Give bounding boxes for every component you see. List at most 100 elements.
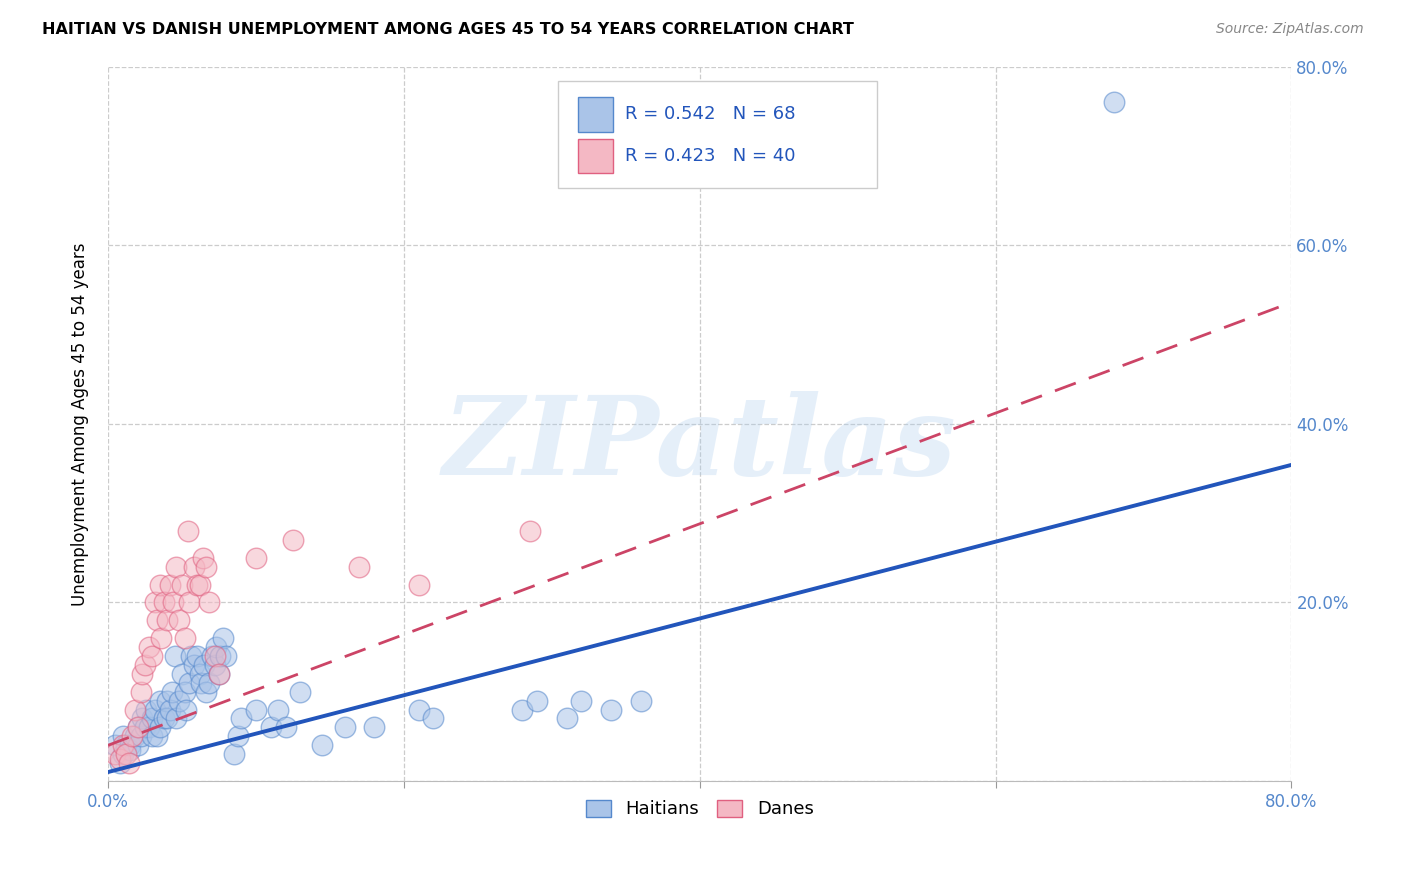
Point xyxy=(526,693,548,707)
Point xyxy=(149,577,172,591)
Point xyxy=(124,702,146,716)
Point xyxy=(138,720,160,734)
Point xyxy=(179,595,201,609)
Point xyxy=(160,684,183,698)
Point xyxy=(186,648,208,663)
Point xyxy=(141,729,163,743)
Point xyxy=(290,684,312,698)
Point xyxy=(208,666,231,681)
Point xyxy=(231,711,253,725)
Point xyxy=(124,729,146,743)
FancyBboxPatch shape xyxy=(558,81,877,188)
Point xyxy=(630,693,652,707)
Point xyxy=(153,595,176,609)
Point xyxy=(138,640,160,654)
Point xyxy=(114,747,136,762)
Point xyxy=(197,675,219,690)
Point xyxy=(162,595,184,609)
Point xyxy=(191,550,214,565)
Point xyxy=(108,752,131,766)
Point xyxy=(194,559,217,574)
Point xyxy=(208,666,231,681)
Point xyxy=(127,720,149,734)
Point xyxy=(245,550,267,565)
Point xyxy=(177,524,200,538)
Point xyxy=(170,666,193,681)
Legend: Haitians, Danes: Haitians, Danes xyxy=(578,792,821,826)
Point xyxy=(156,711,179,725)
Point xyxy=(183,559,205,574)
Point xyxy=(205,640,228,654)
Point xyxy=(114,739,136,753)
Point xyxy=(104,739,127,753)
Point xyxy=(183,657,205,672)
Point xyxy=(131,711,153,725)
Point xyxy=(260,720,283,734)
Point xyxy=(165,711,187,725)
Bar xyxy=(578,97,613,132)
Point xyxy=(197,595,219,609)
Point xyxy=(569,693,592,707)
Point xyxy=(134,657,156,672)
Point xyxy=(146,729,169,743)
Bar xyxy=(578,139,613,173)
Point xyxy=(104,747,127,762)
Point xyxy=(200,648,222,663)
Point xyxy=(209,648,232,663)
Point xyxy=(193,657,215,672)
Point xyxy=(519,524,541,538)
Text: ZIPatlas: ZIPatlas xyxy=(443,392,956,499)
Point xyxy=(111,747,134,762)
Point xyxy=(555,711,578,725)
Point xyxy=(408,702,430,716)
Point xyxy=(245,702,267,716)
Point xyxy=(141,648,163,663)
Point xyxy=(204,657,226,672)
Point xyxy=(146,613,169,627)
Point xyxy=(118,756,141,771)
Point xyxy=(153,711,176,725)
Point xyxy=(194,684,217,698)
Point xyxy=(108,756,131,771)
Y-axis label: Unemployment Among Ages 45 to 54 years: Unemployment Among Ages 45 to 54 years xyxy=(72,242,89,606)
Point xyxy=(1102,95,1125,110)
Point xyxy=(149,693,172,707)
Point xyxy=(188,577,211,591)
Point xyxy=(129,729,152,743)
Point xyxy=(127,739,149,753)
Point xyxy=(174,631,197,645)
Point xyxy=(267,702,290,716)
Point xyxy=(141,711,163,725)
Point xyxy=(510,702,533,716)
Point xyxy=(159,702,181,716)
Point xyxy=(120,739,142,753)
Point xyxy=(159,577,181,591)
Point xyxy=(349,559,371,574)
Point xyxy=(167,613,190,627)
Point xyxy=(111,739,134,753)
Point xyxy=(129,684,152,698)
Point xyxy=(120,743,142,757)
Point xyxy=(143,595,166,609)
Point xyxy=(111,729,134,743)
Text: Source: ZipAtlas.com: Source: ZipAtlas.com xyxy=(1216,22,1364,37)
Point xyxy=(176,702,198,716)
Point xyxy=(134,720,156,734)
Point xyxy=(174,684,197,698)
Point xyxy=(121,729,143,743)
Point xyxy=(170,577,193,591)
Point xyxy=(333,720,356,734)
Point xyxy=(363,720,385,734)
Point xyxy=(150,631,173,645)
Point xyxy=(149,720,172,734)
Point xyxy=(135,702,157,716)
Point xyxy=(163,648,186,663)
Point xyxy=(311,739,333,753)
Point xyxy=(226,729,249,743)
Point xyxy=(215,648,238,663)
Point xyxy=(179,675,201,690)
Point xyxy=(188,666,211,681)
Text: HAITIAN VS DANISH UNEMPLOYMENT AMONG AGES 45 TO 54 YEARS CORRELATION CHART: HAITIAN VS DANISH UNEMPLOYMENT AMONG AGE… xyxy=(42,22,853,37)
Point xyxy=(156,693,179,707)
Point xyxy=(131,666,153,681)
